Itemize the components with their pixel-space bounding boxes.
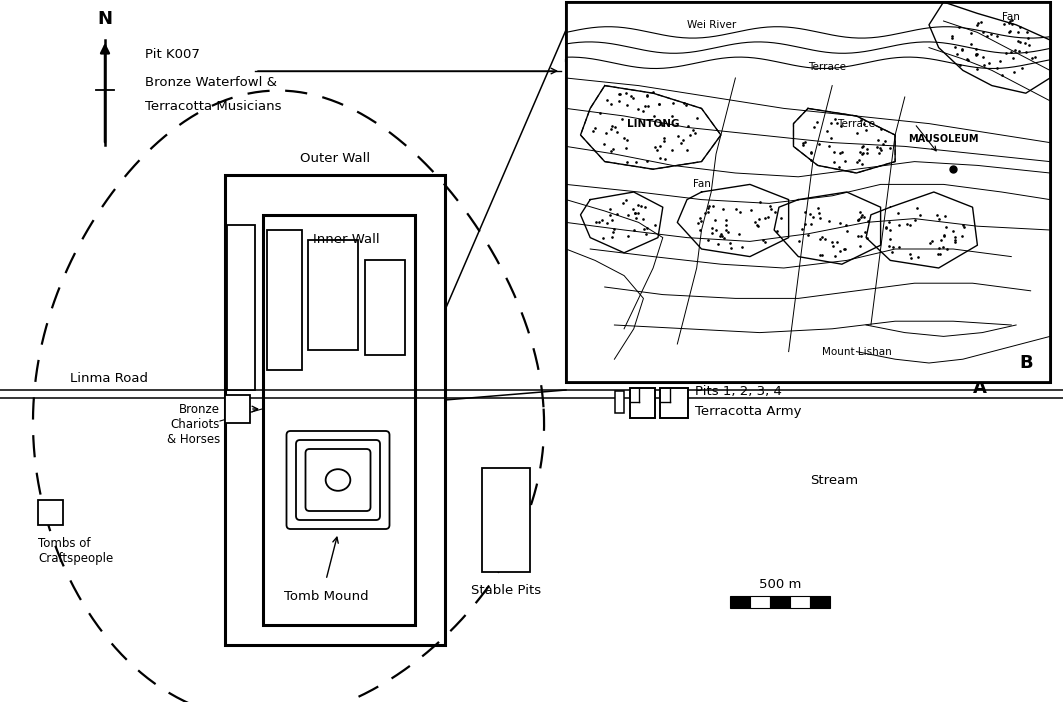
Text: Terracotta Musicians: Terracotta Musicians	[145, 100, 282, 112]
Text: Stable Pits: Stable Pits	[471, 584, 541, 597]
Text: Inner Wall: Inner Wall	[314, 233, 379, 246]
Bar	[810, 596, 830, 608]
Text: A: A	[973, 379, 986, 397]
Bar	[482, 468, 530, 572]
Bar	[566, 2, 1050, 382]
Text: Outer Wall: Outer Wall	[300, 152, 370, 165]
Text: Fan: Fan	[1002, 12, 1020, 22]
FancyBboxPatch shape	[296, 440, 379, 520]
Bar	[308, 240, 358, 350]
Bar	[225, 175, 445, 645]
Text: Pit K007: Pit K007	[145, 48, 200, 62]
Bar	[630, 388, 655, 418]
Text: Terrace: Terrace	[808, 62, 846, 72]
Text: Mount Lishan: Mount Lishan	[822, 347, 891, 357]
Text: Linma Road: Linma Road	[70, 372, 148, 385]
Text: Bronze Waterfowl &: Bronze Waterfowl &	[145, 76, 277, 88]
Ellipse shape	[325, 469, 351, 491]
Bar	[263, 215, 415, 625]
FancyBboxPatch shape	[305, 449, 371, 511]
Bar	[566, 2, 1050, 382]
Bar	[365, 260, 405, 355]
Text: Wei River: Wei River	[687, 20, 736, 29]
Text: Pits 1, 2, 3, 4: Pits 1, 2, 3, 4	[695, 385, 782, 399]
Text: Tombs of
Craftspeople: Tombs of Craftspeople	[38, 537, 114, 565]
Bar	[750, 596, 770, 608]
Bar	[38, 500, 63, 525]
Text: LINTONG: LINTONG	[627, 119, 679, 128]
Bar	[225, 395, 250, 423]
Bar	[615, 391, 624, 413]
Text: Fan: Fan	[693, 180, 710, 190]
Text: Bronze
Chariots
& Horses: Bronze Chariots & Horses	[167, 403, 220, 446]
Text: Terracotta Army: Terracotta Army	[695, 406, 802, 418]
Bar	[227, 225, 255, 390]
Bar	[790, 596, 810, 608]
Text: Terrace: Terrace	[838, 119, 876, 128]
Text: N: N	[98, 10, 113, 28]
Bar	[267, 230, 302, 370]
Bar	[730, 596, 750, 608]
Text: 500 m: 500 m	[759, 578, 802, 591]
Bar	[770, 596, 790, 608]
Text: Tomb Mound: Tomb Mound	[284, 590, 368, 603]
Text: Stream: Stream	[810, 474, 858, 486]
FancyBboxPatch shape	[287, 431, 389, 529]
Text: MAUSOLEUM: MAUSOLEUM	[908, 134, 979, 144]
Text: B: B	[1019, 354, 1032, 372]
Bar	[660, 388, 688, 418]
